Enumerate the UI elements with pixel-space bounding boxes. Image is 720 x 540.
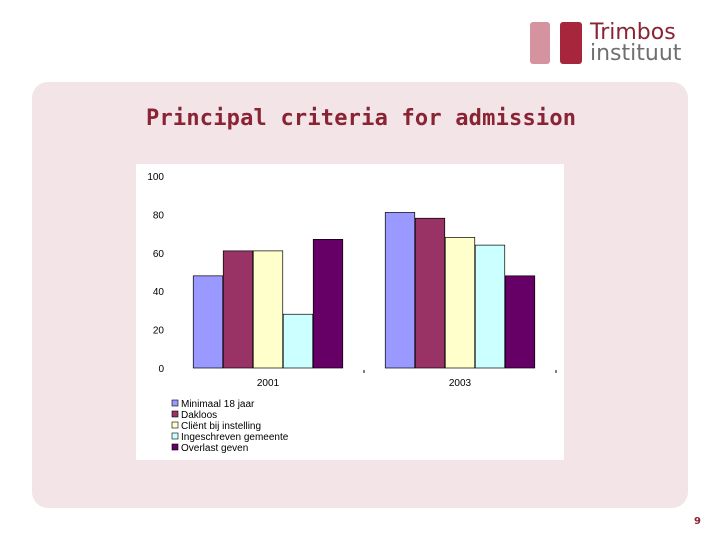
legend-swatch-1 bbox=[171, 410, 179, 418]
logo-text-line1: Trimbos bbox=[590, 20, 676, 45]
bar-chart: 0 20 40 60 80 100 2001 2003 Minimaal 18 jaarDakl… bbox=[147, 172, 557, 454]
legend-swatch-0 bbox=[171, 399, 179, 407]
legend-label-4: Overlast geven bbox=[181, 443, 248, 454]
legend-label-3: Ingeschreven gemeente bbox=[181, 432, 289, 443]
bar-2001-0 bbox=[192, 275, 224, 369]
legend-label-2: Cliënt bij instelling bbox=[181, 421, 261, 432]
y-tick-label: 20 bbox=[153, 326, 165, 337]
legend-label-0: Minimaal 18 jaar bbox=[181, 399, 255, 410]
bar-2001-1 bbox=[222, 250, 254, 369]
bar-2001-2 bbox=[252, 250, 284, 369]
logo-mark-right-icon bbox=[560, 22, 582, 64]
y-tick-label: 40 bbox=[153, 287, 165, 298]
bar-2003-2 bbox=[444, 237, 476, 369]
bar-2003-1 bbox=[414, 217, 446, 369]
y-tick-label: 60 bbox=[153, 249, 165, 260]
y-tick-label: 0 bbox=[158, 364, 164, 375]
page-number: 9 bbox=[694, 516, 701, 527]
bar-2003-3 bbox=[474, 244, 506, 369]
legend-swatch-2 bbox=[171, 421, 179, 429]
logo-mark-left-icon bbox=[530, 22, 550, 64]
y-tick-label: 100 bbox=[147, 172, 164, 183]
bar-2001-3 bbox=[282, 313, 314, 369]
x-category-label: 2003 bbox=[449, 378, 472, 389]
logo-text-line2: instituut bbox=[590, 41, 682, 66]
legend-swatch-3 bbox=[171, 432, 179, 440]
trimbos-logo: Trimbos instituut bbox=[528, 20, 698, 68]
bar-2003-4 bbox=[504, 275, 536, 369]
y-tick-label: 80 bbox=[153, 210, 165, 221]
bar-2001-4 bbox=[312, 239, 344, 369]
legend-label-1: Dakloos bbox=[181, 410, 217, 421]
bar-2003-0 bbox=[384, 212, 416, 369]
slide-title: Principal criteria for admission bbox=[146, 106, 577, 131]
legend-swatch-4 bbox=[171, 443, 179, 451]
x-category-label: 2001 bbox=[257, 378, 280, 389]
chart-area: 0 20 40 60 80 100 2001 2003 Minimaal 18 jaar Dakl… bbox=[136, 164, 564, 460]
